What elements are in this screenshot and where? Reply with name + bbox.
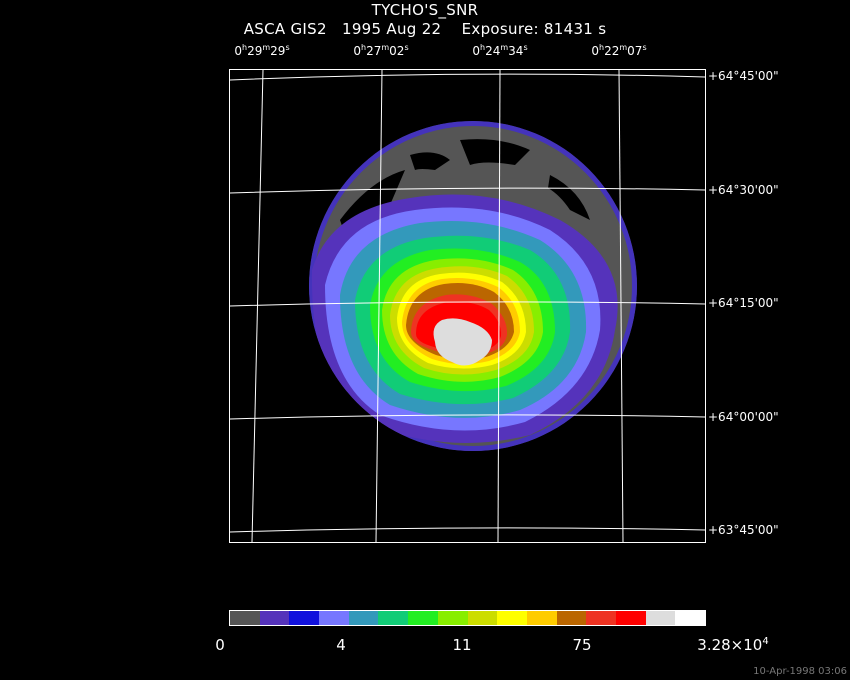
colorbar-segment (556, 611, 587, 625)
colorbar-segment (586, 611, 616, 625)
dec-label: +64°15'00" (708, 296, 779, 310)
ra-label: 0h29m29s (234, 43, 290, 58)
colorbar-segment (230, 611, 260, 625)
colorbar-segment (378, 611, 409, 625)
background-patch (410, 152, 450, 170)
image-frame (229, 69, 706, 543)
colorbar-segment (497, 611, 527, 625)
colorbar-segment (675, 611, 705, 625)
background-patch (548, 175, 590, 220)
ra-label: 0h27m02s (353, 43, 409, 58)
colorbar-max-label: 3.28×104 (697, 636, 769, 654)
peak-region (433, 318, 492, 366)
observation-info: ASCA GIS2 1995 Aug 22 Exposure: 81431 s (243, 20, 607, 38)
background-patch (460, 139, 530, 165)
colorbar-segment (467, 611, 498, 625)
colorbar-label: 0 (215, 636, 225, 654)
colorbar-segment (259, 611, 290, 625)
dec-label: +64°00'00" (708, 410, 779, 424)
colorbar (229, 610, 706, 626)
colorbar-label: 75 (572, 636, 592, 654)
dec-label: +64°30'00" (708, 183, 779, 197)
image-title: TYCHO'S_SNR (371, 1, 479, 19)
coordinate-grid (230, 70, 705, 542)
dec-label: +64°45'00" (708, 69, 779, 83)
dec-label: +63°45'00" (708, 523, 779, 537)
xray-image (230, 70, 705, 542)
colorbar-segment (408, 611, 438, 625)
intensity-map (309, 121, 637, 451)
colorbar-segment (615, 611, 646, 625)
colorbar-label: 11 (452, 636, 472, 654)
ra-label: 0h24m34s (472, 43, 528, 58)
colorbar-segment (319, 611, 349, 625)
colorbar-segment (645, 611, 676, 625)
colorbar-segment (526, 611, 557, 625)
colorbar-segment (348, 611, 379, 625)
colorbar-segment (437, 611, 468, 625)
timestamp: 10-Apr-1998 03:06 (753, 666, 847, 677)
colorbar-label: 4 (336, 636, 346, 654)
colorbar-segment (289, 611, 320, 625)
ra-label: 0h22m07s (591, 43, 647, 58)
